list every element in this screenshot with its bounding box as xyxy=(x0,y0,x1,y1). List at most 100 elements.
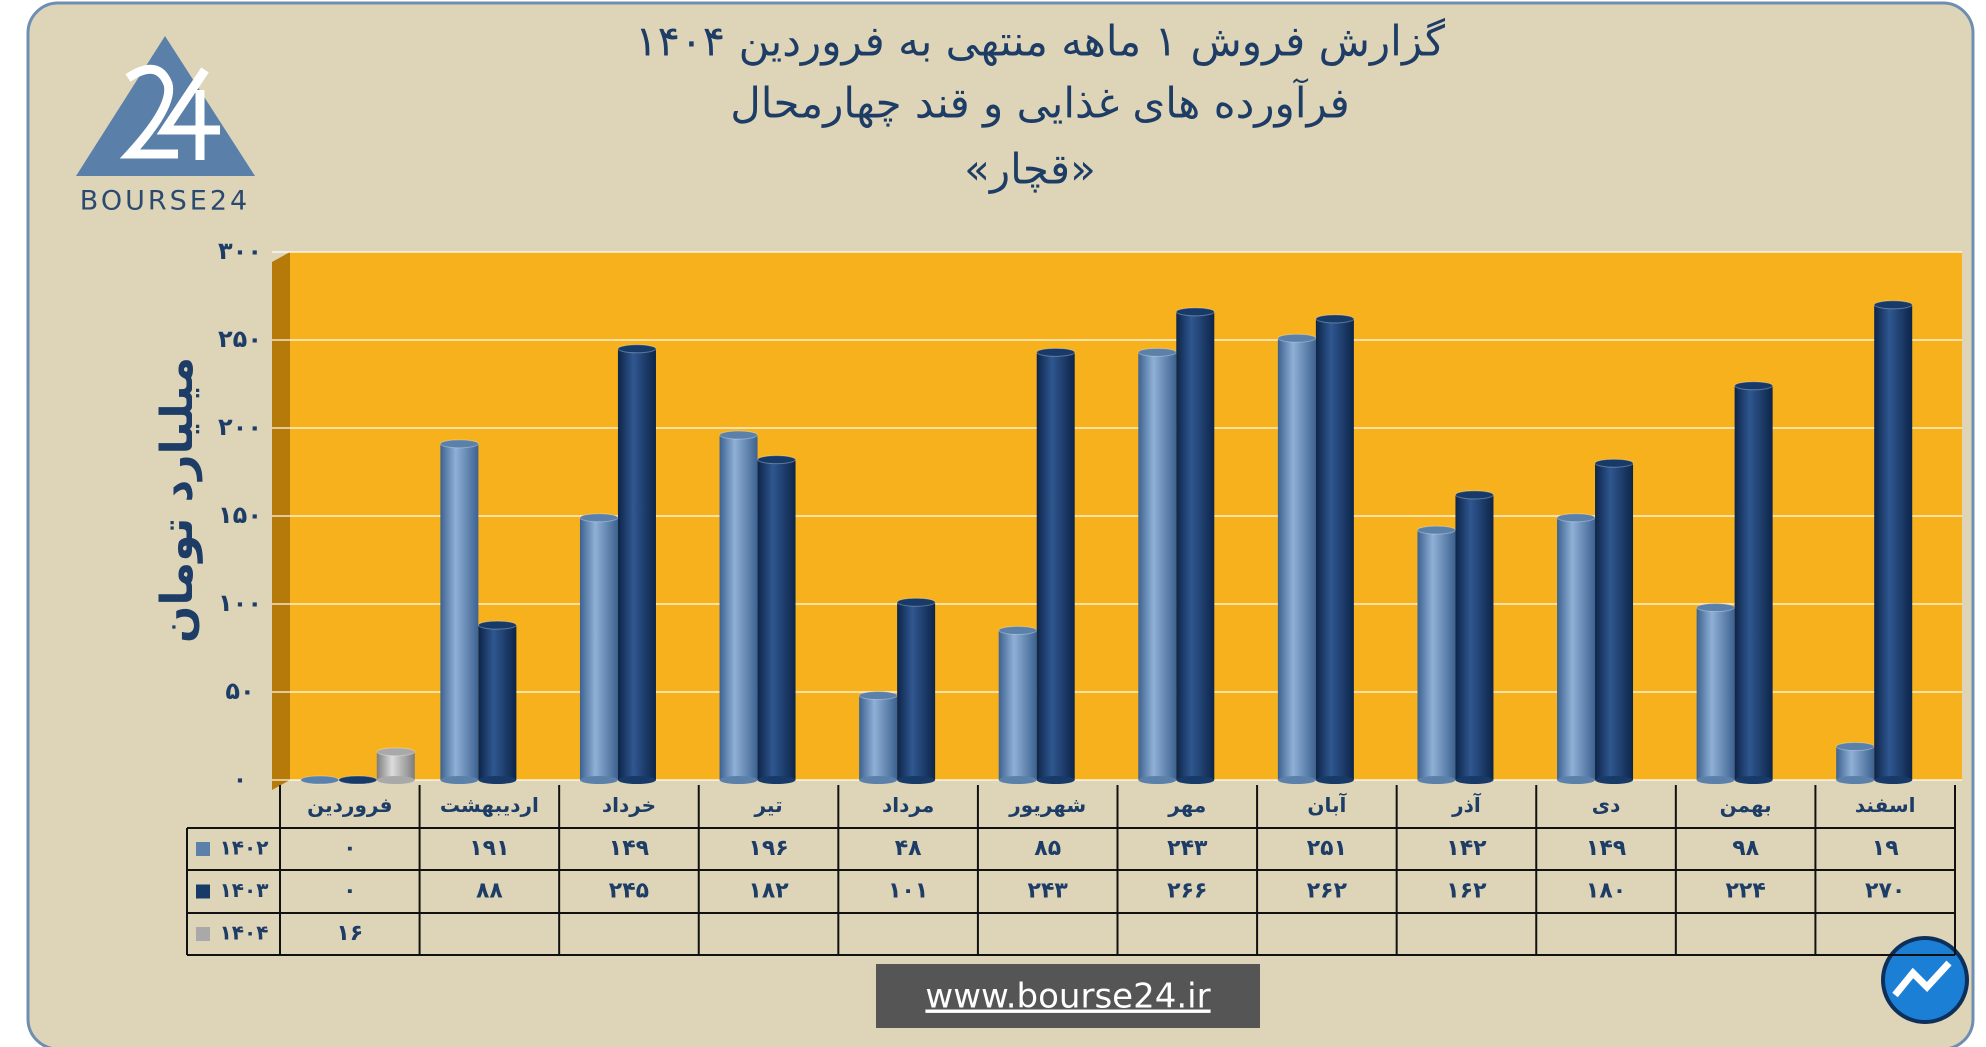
plot-wall xyxy=(272,252,290,790)
x-tick-label: آبان xyxy=(1307,792,1347,817)
bar-base xyxy=(1874,776,1913,784)
bar xyxy=(719,435,758,780)
bar-base xyxy=(1557,776,1596,784)
bar-cap xyxy=(719,430,759,440)
bar-base xyxy=(1138,776,1177,784)
bar xyxy=(1417,530,1456,780)
bar-base xyxy=(859,776,898,784)
bar xyxy=(1734,385,1773,780)
bar-cap xyxy=(338,775,378,785)
y-tick-label: ۱۰۰ xyxy=(218,589,262,617)
table-value: ۲۴۳ xyxy=(1167,836,1208,861)
bar xyxy=(478,625,517,780)
table-value: ۱۹۱ xyxy=(469,836,509,861)
bar-cap xyxy=(477,620,517,630)
logo-text: BOURSE24 xyxy=(80,186,250,217)
table-value: ۲۶۲ xyxy=(1307,879,1348,904)
x-tick-label: بهمن xyxy=(1720,793,1772,817)
bar-base xyxy=(1417,776,1456,784)
bar-base xyxy=(1455,776,1494,784)
bar xyxy=(440,443,479,780)
x-tick-label: مرداد xyxy=(882,793,934,817)
table-value: ۱۸۲ xyxy=(748,879,789,904)
bar-base xyxy=(1036,776,1075,784)
y-axis-label: میلیارد تومان xyxy=(152,357,203,643)
x-tick-label: شهریور xyxy=(1008,793,1086,817)
bar-cap xyxy=(998,625,1038,635)
table-value: ۱۹۶ xyxy=(748,836,788,861)
bar xyxy=(376,751,415,780)
bar-cap xyxy=(300,775,340,785)
table-value: ۲۷۰ xyxy=(1865,879,1905,904)
table-value: ۱۴۹ xyxy=(1586,836,1626,861)
x-tick-label: آذر xyxy=(1451,792,1482,817)
x-tick-label: فروردین xyxy=(307,793,392,817)
bar xyxy=(1176,311,1215,780)
bar-cap xyxy=(579,513,619,523)
bar-base xyxy=(1176,776,1215,784)
bar-cap xyxy=(757,455,797,465)
legend-label: ۱۴۰۳ xyxy=(220,878,269,902)
bar-base xyxy=(478,776,517,784)
y-tick-label: ۲۰۰ xyxy=(218,413,262,441)
bar-cap xyxy=(1873,300,1913,310)
table-value: ۱۶ xyxy=(336,921,363,946)
bar-cap xyxy=(1315,314,1355,324)
bar-cap xyxy=(1416,525,1456,535)
table-value: ۴۸ xyxy=(895,836,922,861)
bar xyxy=(757,459,796,780)
table-value: ۲۶۶ xyxy=(1167,879,1207,904)
y-tick-label: ۱۵۰ xyxy=(218,501,262,529)
bar-base xyxy=(1595,776,1634,784)
legend-swatch xyxy=(196,884,210,899)
table-value: ۹۸ xyxy=(1732,836,1759,861)
table-value: ۸۸ xyxy=(476,879,503,904)
bar xyxy=(897,602,936,780)
table-value: ۰ xyxy=(343,879,356,904)
bar-cap xyxy=(1594,458,1634,468)
y-tick-label: ۲۵۰ xyxy=(218,325,262,353)
bar-base xyxy=(617,776,656,784)
bar-base xyxy=(440,776,479,784)
table-value: ۱۶۲ xyxy=(1446,879,1487,904)
bar-cap xyxy=(1036,347,1076,357)
table-value: ۸۵ xyxy=(1034,836,1061,861)
table-value: ۱۴۹ xyxy=(609,836,649,861)
table-value: ۲۴۳ xyxy=(1028,879,1069,904)
bar-base xyxy=(719,776,758,784)
bar-cap xyxy=(1556,513,1596,523)
y-tick-label: ۳۰۰ xyxy=(218,237,262,265)
table-value: ۱۹ xyxy=(1872,836,1899,861)
y-tick-label: ۰ xyxy=(233,765,248,793)
y-tick-label: ۵۰ xyxy=(225,677,254,705)
bar xyxy=(579,517,618,780)
website-box xyxy=(876,964,1260,1028)
x-tick-label: اسفند xyxy=(1855,793,1916,817)
bar-cap xyxy=(439,439,479,449)
bar xyxy=(1036,352,1075,780)
bar-base xyxy=(1277,776,1316,784)
bar-base xyxy=(579,776,618,784)
website: www.bourse24.ir xyxy=(925,977,1210,1017)
bar-cap xyxy=(1454,490,1494,500)
table-value: ۰ xyxy=(343,836,356,861)
logo-mark xyxy=(119,64,220,160)
bar-base xyxy=(1734,776,1773,784)
bar xyxy=(859,695,898,780)
table-value: ۲۵۱ xyxy=(1307,836,1347,861)
x-tick-label: خرداد xyxy=(602,793,656,817)
bar-cap xyxy=(376,747,416,757)
bar-cap xyxy=(858,691,898,701)
chart-subtitle: فرآورده های غذایی و قند چهارمحال xyxy=(730,78,1350,129)
bar-base xyxy=(757,776,796,784)
table-value: ۲۴۵ xyxy=(609,879,649,904)
legend-swatch xyxy=(196,842,210,856)
bar xyxy=(1277,338,1316,780)
icon-arrow xyxy=(1892,960,1952,998)
bar xyxy=(1836,746,1875,780)
table-value: ۲۲۴ xyxy=(1725,879,1765,904)
bar-cap xyxy=(1835,742,1875,752)
bar-cap xyxy=(1175,307,1215,317)
bar xyxy=(1455,494,1494,780)
table-value: ۱۴۲ xyxy=(1446,836,1487,861)
